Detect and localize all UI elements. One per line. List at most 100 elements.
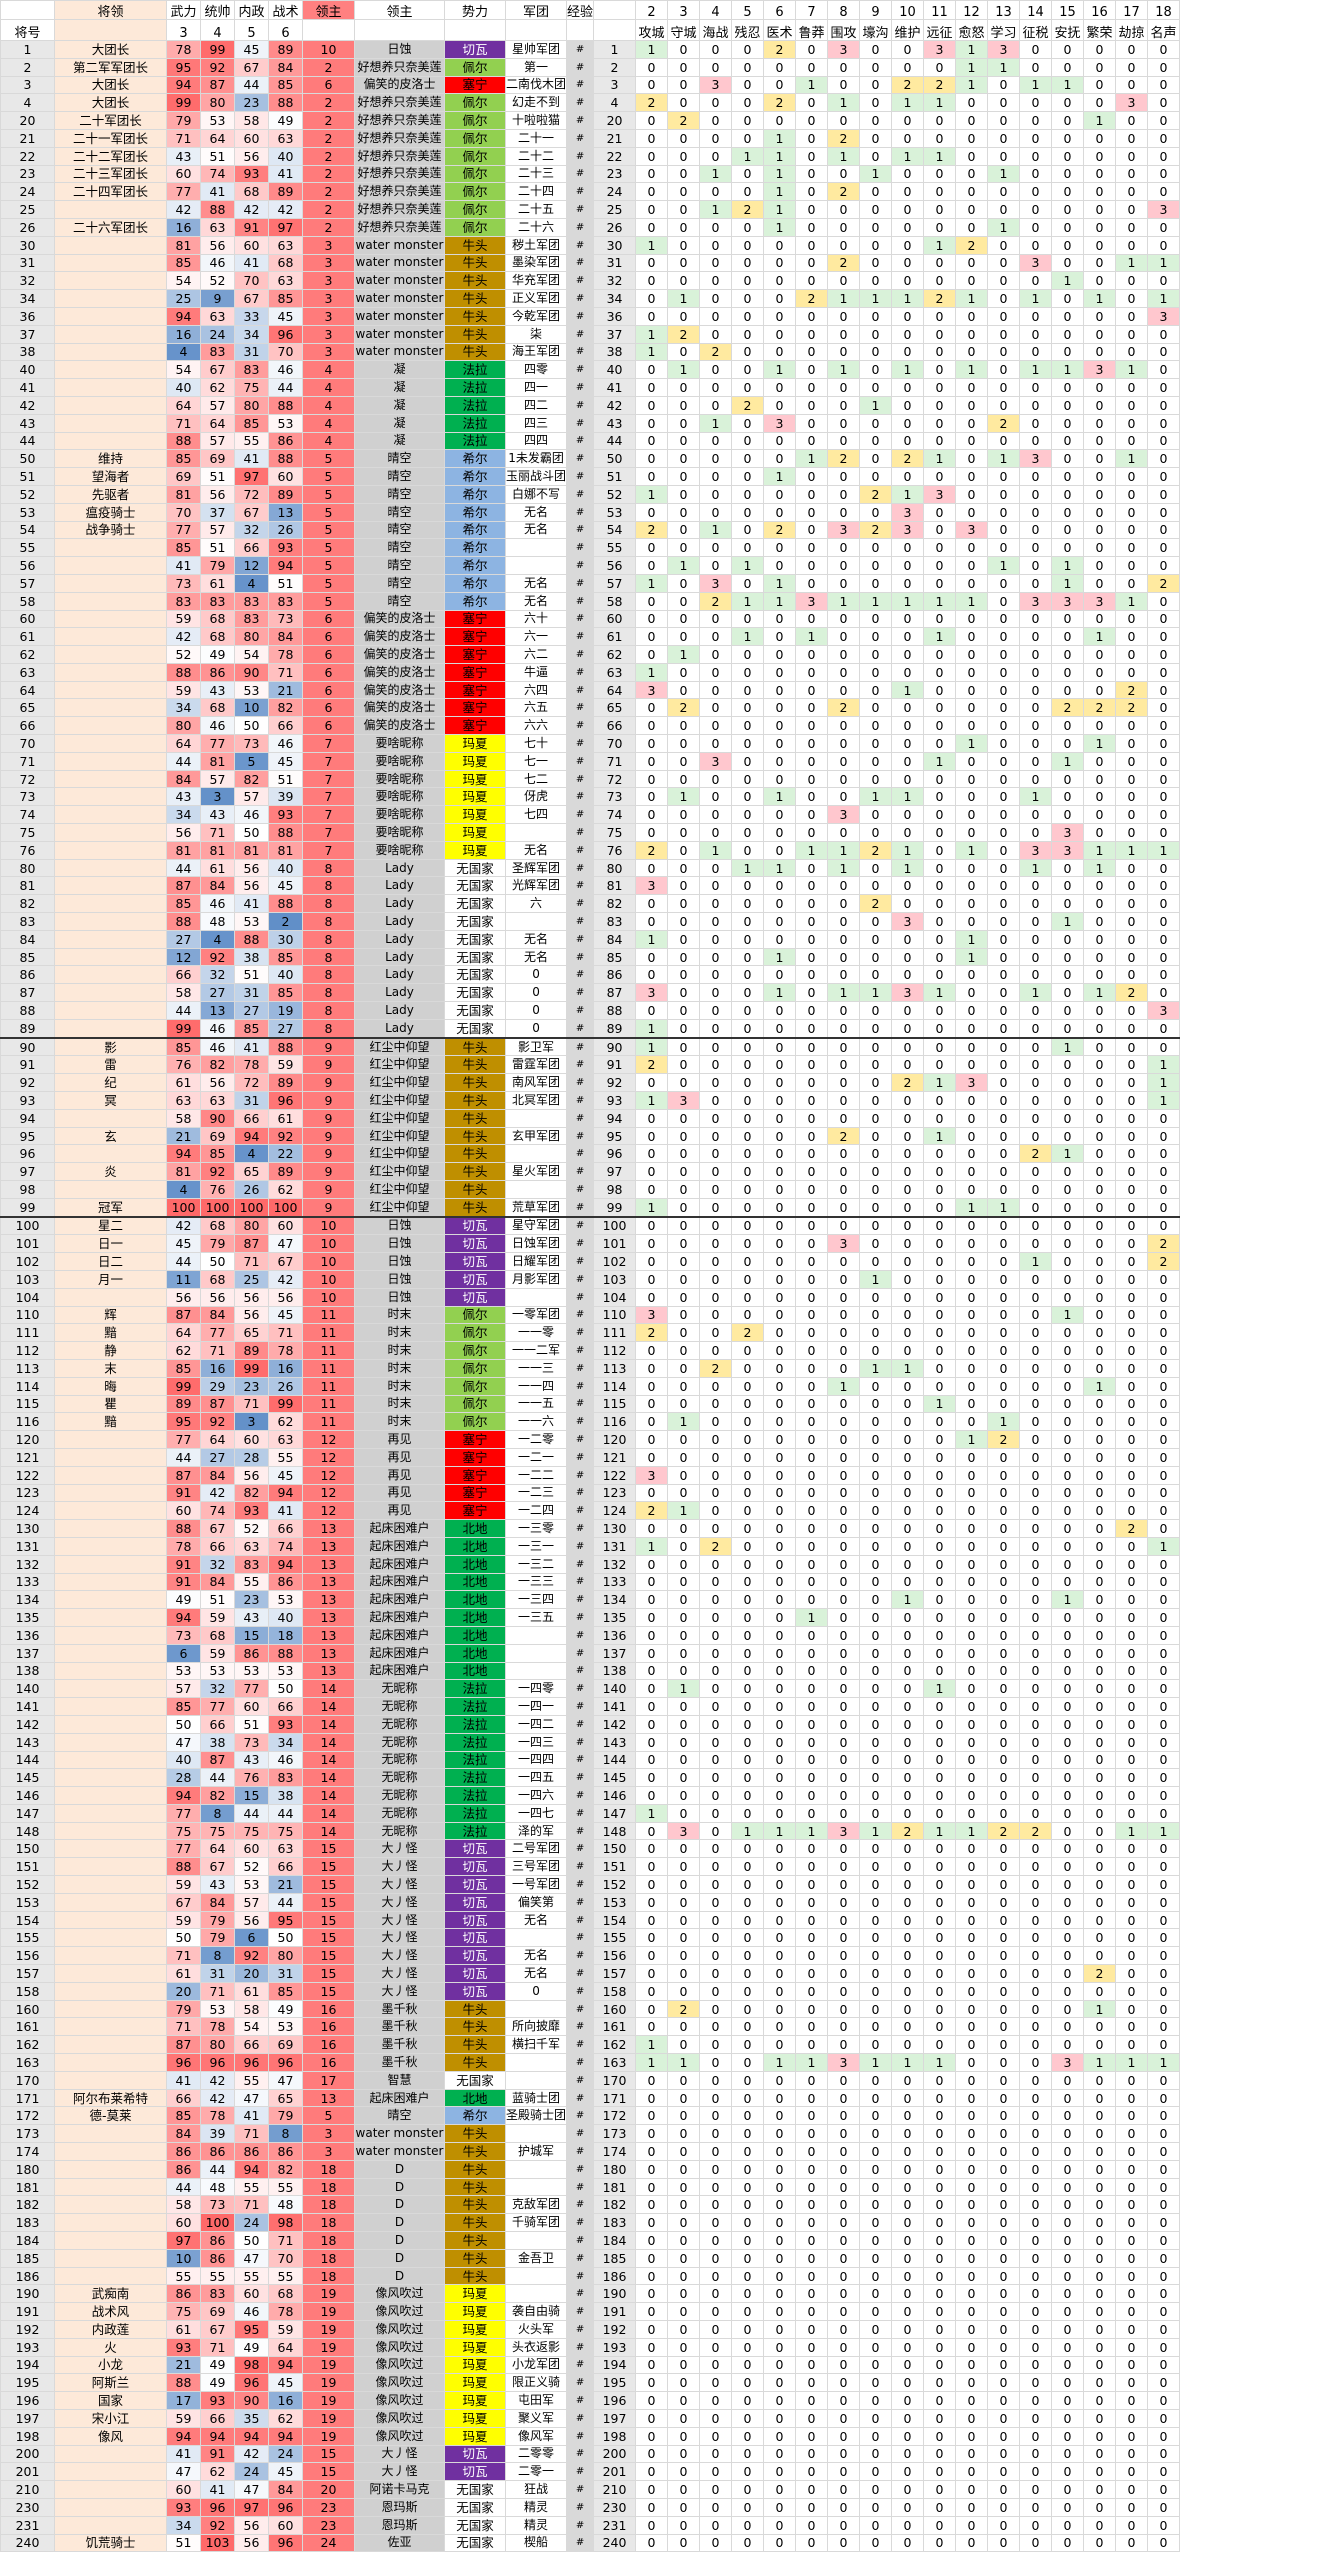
cell[interactable]: 0 <box>635 2462 669 2482</box>
cell[interactable]: 0 <box>1115 1091 1149 1110</box>
cell[interactable]: 1 <box>891 146 925 166</box>
cell[interactable]: 0 <box>667 1180 701 1199</box>
cell[interactable]: 佩尔 <box>444 93 506 113</box>
cell[interactable]: 0 <box>827 164 861 184</box>
cell[interactable]: 83 <box>593 912 637 931</box>
cell[interactable]: water monster <box>354 2124 445 2144</box>
cell[interactable]: 0 <box>763 840 797 860</box>
cell[interactable]: 2 <box>987 413 1021 433</box>
cell[interactable]: 大丿怪 <box>354 1964 445 1983</box>
cell[interactable]: 0 <box>1019 1928 1053 1948</box>
cell[interactable]: 0 <box>1115 2106 1149 2126</box>
cell[interactable]: 57 <box>166 1679 201 1699</box>
cell[interactable]: 0 <box>1147 1430 1181 1449</box>
cell[interactable] <box>504 2266 568 2286</box>
cell[interactable]: 196 <box>593 2391 637 2410</box>
cell[interactable]: 1 <box>827 289 861 308</box>
cell[interactable]: 切瓦 <box>444 1892 506 1912</box>
cell[interactable]: 0 <box>795 1892 829 1912</box>
cell[interactable]: 玛夏 <box>444 2320 506 2339</box>
cell[interactable]: 0 <box>923 929 957 949</box>
cell[interactable]: 0 <box>1115 2142 1149 2161</box>
cell[interactable]: 0 <box>731 2124 765 2144</box>
cell[interactable]: 2 <box>1083 698 1117 718</box>
cell[interactable]: 日蚀军团 <box>504 1234 568 1254</box>
cell[interactable]: 0 <box>667 2444 701 2464</box>
cell[interactable] <box>54 2462 167 2482</box>
cell[interactable]: 0 <box>1019 2284 1053 2304</box>
cell[interactable]: 0 <box>1147 146 1181 166</box>
cell[interactable]: 1 <box>923 751 957 771</box>
cell[interactable]: 0 <box>859 1625 893 1645</box>
cell[interactable]: 0 <box>827 751 861 771</box>
cell[interactable]: 0 <box>731 1750 765 1770</box>
cell[interactable]: 57 <box>200 769 235 789</box>
cell[interactable]: 81 <box>200 751 235 771</box>
cell[interactable]: 63 <box>268 271 303 291</box>
cell[interactable]: 0 <box>504 983 568 1003</box>
cell[interactable]: 0 <box>1083 1091 1117 1110</box>
cell[interactable]: 0 <box>955 1803 989 1823</box>
cell[interactable] <box>504 2070 568 2090</box>
cell[interactable]: 0 <box>1147 2035 1181 2055</box>
cell[interactable]: 9 <box>302 1197 355 1218</box>
cell[interactable]: 0 <box>699 1501 733 1521</box>
header-cell[interactable]: 安抚 <box>1051 19 1085 41</box>
cell[interactable]: 94 <box>268 2355 303 2375</box>
cell[interactable]: 1 <box>1147 253 1181 273</box>
cell[interactable]: 1 <box>763 467 797 486</box>
cell[interactable]: 194 <box>0 2355 55 2375</box>
cell[interactable]: 5 <box>302 484 355 504</box>
cell[interactable]: 0 <box>923 2480 957 2499</box>
cell[interactable]: 0 <box>827 1750 861 1770</box>
cell[interactable]: 19 <box>302 2337 355 2357</box>
cell[interactable]: 晴空 <box>354 520 445 540</box>
cell[interactable]: 0 <box>1147 823 1181 842</box>
cell[interactable]: 85 <box>166 253 201 273</box>
cell[interactable]: 0 <box>667 805 701 825</box>
cell[interactable]: 0 <box>955 1999 989 2019</box>
cell[interactable]: 115 <box>593 1394 637 1414</box>
cell[interactable]: 0 <box>955 1839 989 1859</box>
cell[interactable]: # <box>566 1981 595 2001</box>
cell[interactable]: 0 <box>1051 894 1085 914</box>
cell[interactable]: 0 <box>699 1910 733 1930</box>
cell[interactable]: 0 <box>731 57 765 77</box>
cell[interactable]: 0 <box>635 538 669 558</box>
cell[interactable]: 1 <box>699 840 733 860</box>
cell[interactable]: 0 <box>955 2426 989 2446</box>
cell[interactable]: 一三零 <box>504 1519 568 1538</box>
cell[interactable]: 二十二军团长 <box>54 146 167 166</box>
cell[interactable]: 1 <box>1083 2053 1117 2072</box>
cell[interactable]: 0 <box>699 823 733 842</box>
cell[interactable]: 0 <box>667 1197 701 1218</box>
cell[interactable]: 阿诺卡马克 <box>354 2480 445 2499</box>
cell[interactable]: 0 <box>763 716 797 736</box>
cell[interactable] <box>54 823 167 842</box>
cell[interactable]: 44 <box>166 2177 201 2197</box>
cell[interactable]: 0 <box>795 876 829 896</box>
cell[interactable]: 大丿怪 <box>354 1946 445 1966</box>
cell[interactable]: 0 <box>955 449 989 469</box>
cell[interactable]: 85 <box>166 449 201 469</box>
cell[interactable]: 0 <box>699 1857 733 1877</box>
cell[interactable]: 0 <box>699 1269 733 1289</box>
header-cell[interactable]: 远征 <box>923 19 957 41</box>
cell[interactable]: 0 <box>731 1341 765 1360</box>
cell[interactable]: # <box>566 1821 595 1841</box>
cell[interactable]: 96 <box>200 2497 235 2517</box>
cell[interactable]: # <box>566 965 595 985</box>
cell[interactable]: 0 <box>763 1928 797 1948</box>
cell[interactable]: 二十一 <box>504 128 568 148</box>
cell[interactable]: 80 <box>200 2035 235 2055</box>
cell[interactable]: 0 <box>795 734 829 753</box>
cell[interactable]: 0 <box>635 2426 669 2446</box>
cell[interactable]: 0 <box>1051 2462 1085 2482</box>
cell[interactable]: 32 <box>200 1679 235 1699</box>
cell[interactable]: 12 <box>166 947 201 967</box>
cell[interactable]: 0 <box>795 894 829 914</box>
cell[interactable]: 0 <box>827 2035 861 2055</box>
cell[interactable]: 0 <box>763 876 797 896</box>
cell[interactable]: 53 <box>234 912 269 931</box>
cell[interactable]: 0 <box>667 2533 701 2553</box>
